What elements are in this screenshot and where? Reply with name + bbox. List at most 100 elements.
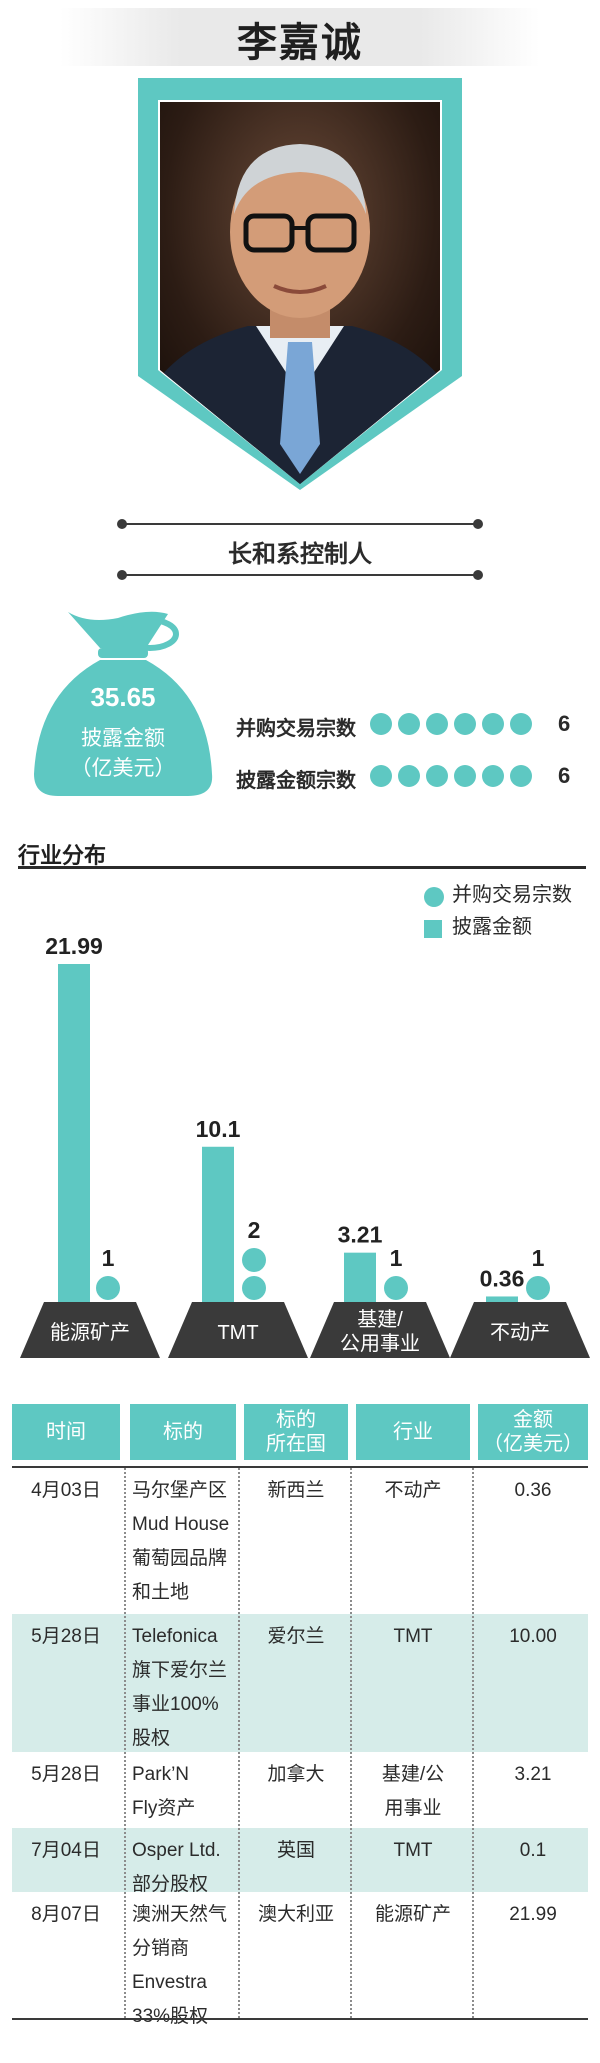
- count-dot: [526, 1276, 550, 1300]
- title-band: [60, 8, 540, 66]
- subtitle-rule-bottom: [117, 570, 483, 580]
- cell-amount: 0.1: [519, 1840, 547, 1861]
- cell-industry: 基建/公 用事业: [381, 1764, 445, 1819]
- category-label: 基建/: [357, 1308, 403, 1331]
- legend-square-icon: [424, 919, 442, 938]
- cell-country: 加拿大: [267, 1764, 325, 1785]
- dot-icon: [482, 713, 504, 735]
- legend-label-deals: 并购交易宗数: [452, 884, 572, 906]
- category-tab: [168, 1302, 308, 1358]
- bar-amount: [202, 1146, 234, 1302]
- table-row: 7月04日 Osper Ltd. 部分股权 英国 TMT 0.1: [12, 1828, 588, 1895]
- category-tab: [20, 1302, 160, 1358]
- category-label: 公用事业: [340, 1332, 420, 1355]
- category-tab: [310, 1302, 450, 1358]
- chart-title-rule: [18, 866, 586, 869]
- dot-icon: [398, 713, 420, 735]
- bar-amount: [486, 1296, 518, 1302]
- cell-country: 爱尔兰: [267, 1626, 325, 1647]
- bar-value-label: 0.36: [480, 1265, 525, 1291]
- category-label: 能源矿产: [50, 1321, 130, 1344]
- count-value-label: 1: [102, 1245, 115, 1271]
- cell-industry: 不动产: [384, 1480, 442, 1501]
- cell-target: 澳洲天然气 分销商 Envestra 33%股权: [132, 1904, 228, 2027]
- table-header-cell: 时间: [12, 1404, 120, 1460]
- count-dot: [242, 1248, 266, 1272]
- count-value-label: 1: [390, 1245, 403, 1271]
- cell-date: 5月28日: [31, 1626, 101, 1647]
- cell-country: 新西兰: [267, 1480, 325, 1501]
- dot-icon: [370, 765, 392, 787]
- cell-industry: 能源矿产: [374, 1904, 451, 1925]
- table-row: 5月28日 Park’N Fly资产 加拿大 基建/公 用事业 3.21: [12, 1752, 588, 1828]
- cell-date: 4月03日: [31, 1480, 101, 1501]
- cell-target: Telefonica 旗下爱尔兰 事业100% 股权: [132, 1626, 228, 1749]
- disclosed-count: 6: [558, 763, 571, 788]
- cell-industry: TMT: [393, 1626, 433, 1647]
- cell-amount: 21.99: [509, 1904, 557, 1925]
- table-column-divider: [472, 1468, 474, 2018]
- category-tab: [450, 1302, 590, 1358]
- legend-amount: 披露金额: [424, 910, 532, 939]
- bar-chart: 21.99 1 能源矿产 10.1 2 TMT 3.21 1 基建/公用事业 0.36 1 不动产: [20, 933, 590, 1358]
- dot-icon: [510, 713, 532, 735]
- table-header-cell: 标的 所在国: [244, 1404, 348, 1460]
- cell-date: 5月28日: [31, 1764, 101, 1785]
- table-header: 时间 标的 标的 所在国 行业 金额 （亿美元）: [12, 1404, 588, 1460]
- disclosed-dots: [370, 765, 538, 787]
- deals-label: 并购交易宗数: [236, 718, 356, 740]
- cell-amount: 3.21: [514, 1764, 552, 1785]
- dot-icon: [454, 765, 476, 787]
- amount-label-line1: 披露金额: [81, 727, 165, 750]
- legend-circle-icon: [424, 886, 444, 907]
- cell-date: 7月04日: [31, 1840, 101, 1861]
- count-value-label: 2: [248, 1217, 261, 1243]
- subtitle-rule-top: [117, 519, 483, 529]
- bar-value-label: 3.21: [338, 1222, 383, 1248]
- page-title: 李嘉诚: [237, 21, 363, 65]
- table-header-rule: [12, 1466, 588, 1468]
- table-column-divider: [124, 1468, 126, 2018]
- category-label: 不动产: [490, 1321, 550, 1344]
- subtitle: 长和系控制人: [228, 541, 372, 568]
- table-bottom-rule: [12, 2018, 588, 2020]
- table-row: 4月03日 马尔堡产区 Mud House 葡萄园品牌 和土地 新西兰 不动产 0.36: [12, 1468, 588, 1614]
- category-label: TMT: [217, 1322, 258, 1344]
- bar-amount: [344, 1252, 376, 1302]
- deals-count: 6: [558, 711, 571, 736]
- cell-target: 马尔堡产区 Mud House 葡萄园品牌 和土地: [132, 1480, 230, 1603]
- cell-country: 澳大利亚: [257, 1904, 334, 1925]
- dot-icon: [370, 713, 392, 735]
- table-row: 8月07日 澳洲天然气 分销商 Envestra 33%股权 澳大利亚 能源矿产 21.99: [12, 1892, 588, 2027]
- dot-icon: [426, 713, 448, 735]
- disclosed-label: 披露金额宗数: [236, 770, 356, 792]
- amount-label-line2: （亿美元）: [70, 757, 176, 780]
- dot-icon: [510, 765, 532, 787]
- dot-icon: [398, 765, 420, 787]
- table-column-divider: [350, 1468, 352, 2018]
- count-dot: [96, 1276, 120, 1300]
- dot-icon: [454, 713, 476, 735]
- dot-icon: [482, 765, 504, 787]
- table-row: 5月28日 Telefonica 旗下爱尔兰 事业100% 股权 爱尔兰 TMT 10.00: [12, 1614, 588, 1752]
- legend-deals: 并购交易宗数: [424, 878, 572, 907]
- chart-title: 行业分布: [18, 843, 107, 868]
- cell-country: 英国: [276, 1840, 315, 1861]
- count-value-label: 1: [532, 1245, 545, 1271]
- cell-date: 8月07日: [31, 1904, 101, 1925]
- count-dot: [242, 1276, 266, 1300]
- cell-target: Osper Ltd. 部分股权: [132, 1840, 221, 1895]
- count-dot: [384, 1276, 408, 1300]
- table-header-cell: 标的: [130, 1404, 236, 1460]
- amount-value: 35.65: [90, 682, 156, 712]
- legend-label-amount: 披露金额: [452, 916, 532, 938]
- table-header-cell: 金额 （亿美元）: [478, 1404, 588, 1460]
- bar-value-label: 21.99: [45, 933, 103, 959]
- portrait: [138, 78, 462, 490]
- table-header-cell: 行业: [356, 1404, 470, 1460]
- cell-amount: 10.00: [509, 1626, 557, 1647]
- table-column-divider: [238, 1468, 240, 2018]
- cell-amount: 0.36: [514, 1480, 552, 1501]
- deals-table: 时间 标的 标的 所在国 行业 金额 （亿美元） 4月03日 马尔堡产区 Mud House 葡萄园…: [12, 1404, 588, 2027]
- bar-value-label: 10.1: [196, 1116, 241, 1142]
